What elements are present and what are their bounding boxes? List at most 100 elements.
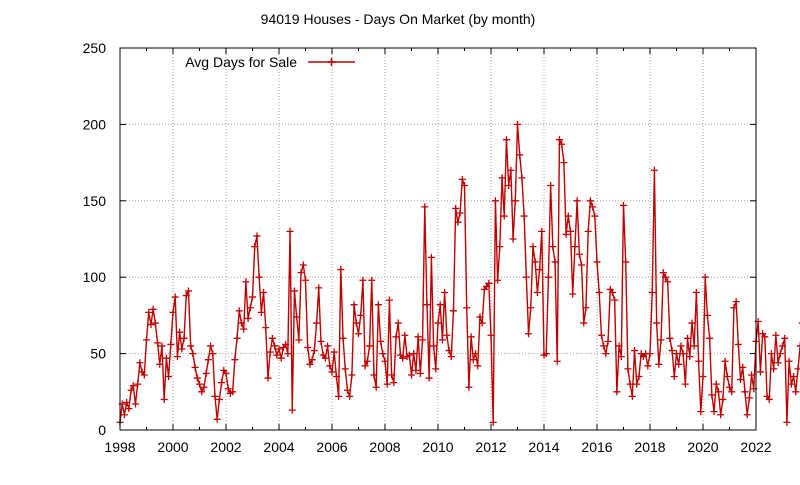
data-point — [121, 411, 128, 418]
data-point — [373, 384, 380, 391]
data-point — [240, 326, 247, 333]
data-point — [452, 205, 459, 212]
data-point — [651, 167, 658, 174]
data-point — [136, 359, 143, 366]
data-point — [267, 349, 274, 356]
data-point — [499, 174, 506, 181]
data-point — [569, 291, 576, 298]
data-point — [722, 358, 729, 365]
data-point — [300, 261, 307, 268]
data-point — [284, 350, 291, 357]
data-point — [695, 358, 702, 365]
x-tick-label: 2022 — [740, 439, 771, 455]
data-point — [580, 320, 587, 327]
data-point — [214, 416, 221, 423]
data-point — [245, 315, 252, 322]
data-point — [514, 121, 521, 128]
data-point — [468, 333, 475, 340]
data-point — [523, 274, 530, 281]
x-tick-label: 2010 — [422, 439, 453, 455]
x-tick-label: 2012 — [475, 439, 506, 455]
data-point — [594, 258, 601, 265]
data-point — [249, 294, 256, 301]
data-point — [386, 297, 393, 304]
data-point — [465, 384, 472, 391]
data-point — [775, 359, 782, 366]
data-point — [741, 388, 748, 395]
data-point — [423, 301, 430, 308]
data-point — [342, 365, 349, 372]
data-point — [629, 393, 636, 400]
data-point — [231, 356, 238, 363]
data-point — [560, 159, 567, 166]
data-point — [706, 335, 713, 342]
data-point — [735, 341, 742, 348]
data-point — [587, 197, 594, 204]
data-point — [598, 332, 605, 339]
data-point — [653, 320, 660, 327]
data-point — [256, 274, 263, 281]
data-point — [161, 396, 168, 403]
data-point — [744, 411, 751, 418]
x-tick-label: 2016 — [581, 439, 612, 455]
data-point — [132, 401, 139, 408]
y-tick-label: 250 — [83, 40, 107, 56]
data-point — [430, 342, 437, 349]
data-point — [585, 228, 592, 235]
data-point — [335, 393, 342, 400]
data-point — [571, 243, 578, 250]
data-point — [658, 336, 665, 343]
data-point — [501, 213, 508, 220]
data-point — [666, 335, 673, 342]
y-tick-label: 0 — [98, 422, 106, 438]
data-point — [253, 232, 260, 239]
data-point — [408, 371, 415, 378]
data-point — [401, 332, 408, 339]
data-point — [207, 342, 214, 349]
data-point — [302, 277, 309, 284]
data-point — [313, 320, 320, 327]
data-point — [463, 304, 470, 311]
data-point — [525, 330, 532, 337]
data-point — [684, 335, 691, 342]
data-point — [448, 353, 455, 360]
data-point — [317, 338, 324, 345]
data-point — [178, 346, 185, 353]
data-point — [152, 320, 159, 327]
data-point — [315, 284, 322, 291]
data-point — [269, 335, 276, 342]
data-point — [262, 324, 269, 331]
data-point — [503, 136, 510, 143]
data-point — [203, 370, 210, 377]
data-point — [457, 210, 464, 217]
series-layer — [117, 121, 800, 431]
data-point — [510, 236, 517, 243]
data-point — [287, 228, 294, 235]
data-point — [605, 338, 612, 345]
data-point — [717, 411, 724, 418]
data-point — [329, 368, 336, 375]
data-point — [435, 320, 442, 327]
data-point — [426, 375, 433, 382]
data-point — [390, 379, 397, 386]
data-point — [719, 396, 726, 403]
data-point — [576, 251, 583, 258]
data-point — [547, 182, 554, 189]
data-point — [700, 373, 707, 380]
data-point — [421, 203, 428, 210]
data-point — [439, 336, 446, 343]
data-point — [693, 289, 700, 296]
data-point — [192, 364, 199, 371]
data-point — [512, 197, 519, 204]
data-point — [529, 243, 536, 250]
data-point — [781, 335, 788, 342]
data-point — [549, 243, 556, 250]
data-point — [534, 289, 541, 296]
x-tick-label: 2006 — [316, 439, 347, 455]
data-point — [545, 274, 552, 281]
data-point — [242, 278, 249, 285]
data-point — [368, 277, 375, 284]
data-point — [552, 258, 559, 265]
data-point — [291, 287, 298, 294]
